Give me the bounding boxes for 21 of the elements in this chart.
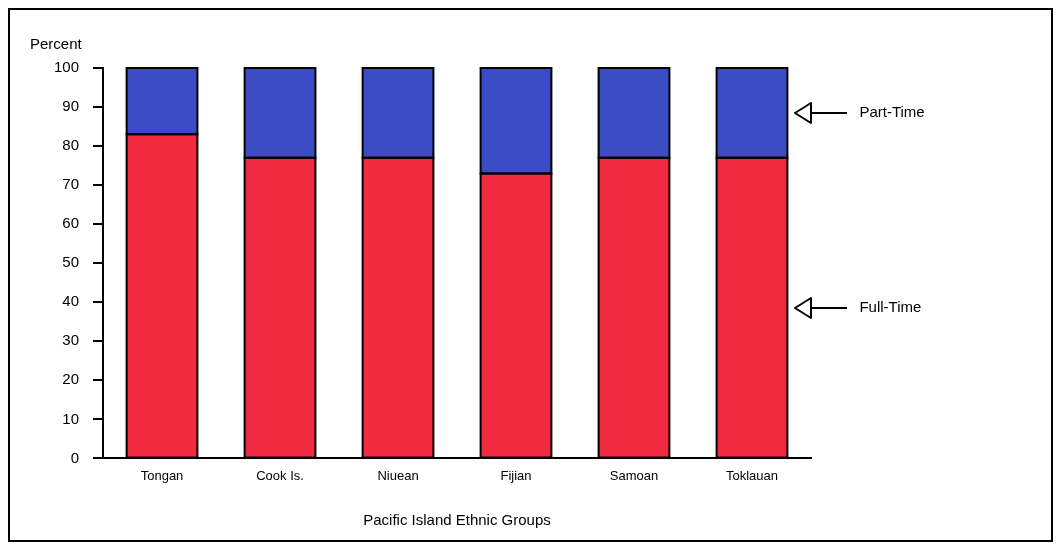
y-tick-label: 40 <box>62 292 80 310</box>
x-tick-label: Samoan <box>609 467 659 483</box>
x-tick-label: Niuean <box>377 467 419 483</box>
y-tick-label: 70 <box>62 175 80 193</box>
y-tick-label: 30 <box>62 331 80 349</box>
y-tick-label: 0 <box>70 448 80 466</box>
x-tick-label: Toklauan <box>725 467 779 483</box>
x-tick-label: Tongan <box>140 467 184 483</box>
text: Part-Time <box>859 103 925 121</box>
y-tick-label: 80 <box>62 136 80 154</box>
text: Full-Time <box>859 298 922 316</box>
x-tick-label: Cook Is. <box>256 467 304 483</box>
y-tick-label: 20 <box>62 370 80 388</box>
x-tick-label: Fijian <box>500 467 532 483</box>
x-axis-title: Pacific Island Ethnic Groups <box>363 511 551 529</box>
y-tick-label: 60 <box>62 214 80 232</box>
y-tick-label: 90 <box>62 97 80 115</box>
y-tick-label: 10 <box>62 409 80 427</box>
y-tick-label: 50 <box>62 253 80 271</box>
y-tick-label: 100 <box>54 58 80 76</box>
y-axis-title: Percent <box>30 34 83 52</box>
